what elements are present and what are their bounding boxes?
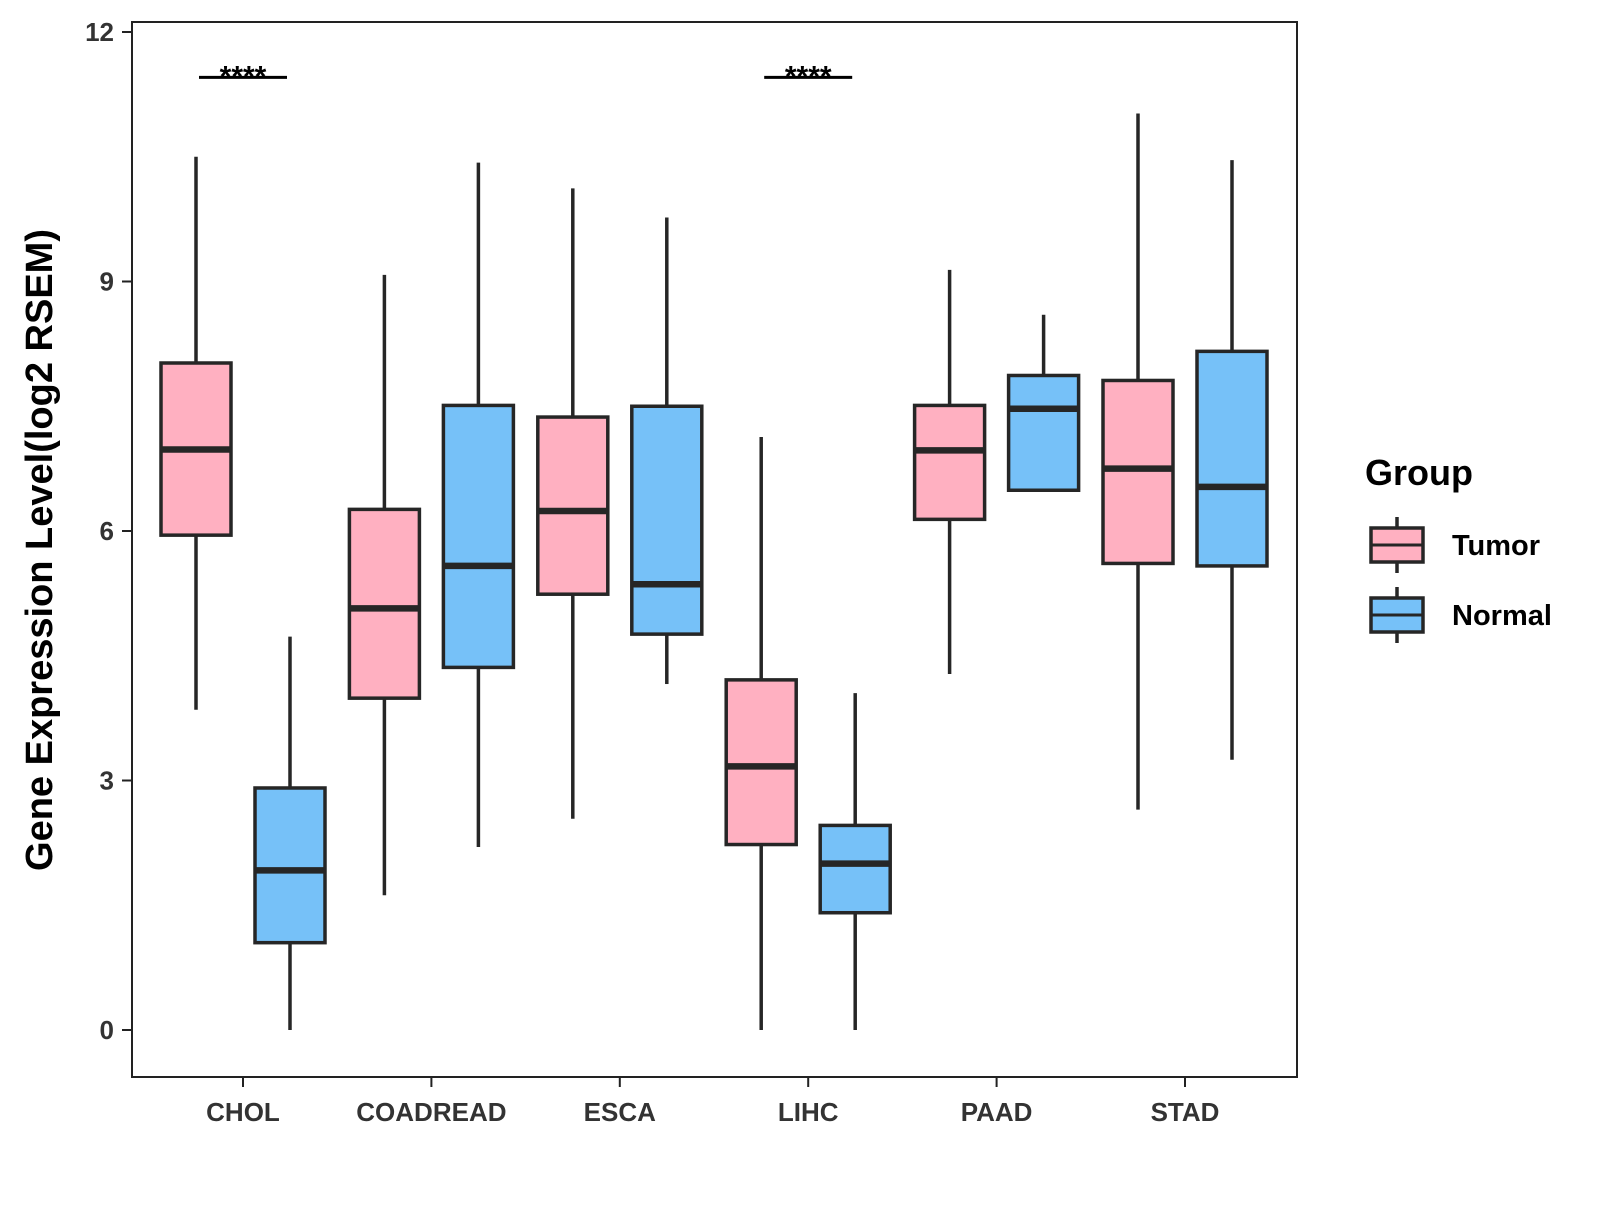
box-tumor-paad	[912, 269, 987, 675]
box-iqr	[1101, 378, 1175, 566]
box-normal-paad	[1006, 314, 1081, 492]
box-tumor-lihc	[724, 437, 798, 1030]
box-normal-chol	[253, 636, 327, 1030]
box-iqr	[441, 403, 516, 670]
box-tumor-coadread	[347, 274, 422, 896]
y-tick-label: 9	[100, 267, 114, 297]
x-tick-label: CHOL	[206, 1097, 280, 1127]
x-tick-label: STAD	[1151, 1097, 1220, 1127]
box-tumor-esca	[536, 188, 610, 819]
significance-label: ****	[785, 60, 832, 93]
significance-layer: **** ****	[199, 60, 853, 93]
y-tick-label: 0	[100, 1015, 114, 1045]
box-iqr	[253, 786, 327, 945]
legend: Group Tumor Normal	[1365, 452, 1552, 643]
box-tumor-chol	[159, 156, 233, 710]
y-tick-label: 12	[85, 17, 114, 47]
boxes-layer	[159, 113, 1269, 1030]
x-axis: CHOL COADREAD ESCA LIHC PAAD STAD	[206, 1077, 1219, 1127]
significance-label: ****	[220, 60, 267, 93]
box-iqr	[1195, 349, 1269, 568]
y-tick-label: 3	[100, 766, 114, 796]
legend-item-tumor: Tumor	[1369, 517, 1540, 573]
box-normal-esca	[630, 217, 704, 685]
legend-label: Tumor	[1452, 530, 1540, 562]
box-iqr	[630, 404, 704, 636]
y-axis-title: Gene Expression Level(log2 RSEM)	[19, 229, 61, 871]
box-normal-lihc	[818, 693, 892, 1030]
box-iqr	[1006, 373, 1081, 492]
legend-item-normal: Normal	[1369, 587, 1552, 643]
legend-label: Normal	[1452, 600, 1552, 632]
box-iqr	[724, 678, 798, 847]
x-tick-label: PAAD	[961, 1097, 1033, 1127]
box-normal-coadread	[441, 162, 516, 848]
y-axis: 0 3 6 9 12	[85, 17, 132, 1045]
box-normal-stad	[1195, 160, 1269, 760]
x-tick-label: ESCA	[584, 1097, 656, 1127]
x-tick-label: LIHC	[778, 1097, 839, 1127]
box-iqr	[536, 415, 610, 596]
box-tumor-stad	[1101, 113, 1175, 810]
x-tick-label: COADREAD	[356, 1097, 506, 1127]
y-tick-label: 6	[100, 516, 114, 546]
box-iqr	[912, 403, 987, 522]
legend-title: Group	[1365, 452, 1473, 493]
box-iqr	[347, 507, 422, 700]
box-iqr	[818, 823, 892, 915]
